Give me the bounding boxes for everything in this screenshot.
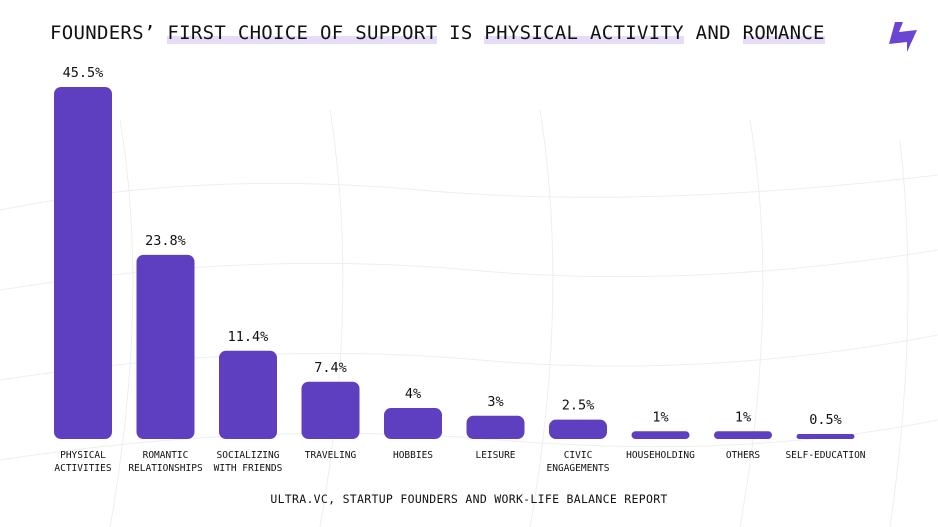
source-caption: ULTRA.VC, STARTUP FOUNDERS AND WORK-LIFE…	[270, 492, 668, 506]
title-part-5: AND	[683, 22, 743, 44]
title-highlight-physical: PHYSICAL ACTIVITY	[484, 22, 684, 44]
category-label-6-line-1: ENGAGEMENTS	[547, 463, 610, 474]
value-label-6: 2.5%	[562, 398, 595, 414]
value-label-7: 1%	[652, 409, 668, 425]
chart-title: FOUNDERS’ FIRST CHOICE OF SUPPORT IS PHY…	[50, 22, 825, 44]
title-highlight-romance: ROMANCE	[742, 22, 825, 44]
category-label-6-line-0: CIVIC	[564, 450, 593, 461]
bar-6	[549, 419, 607, 439]
bar-1	[136, 254, 195, 439]
bar-7	[631, 431, 690, 439]
value-label-8: 1%	[735, 409, 751, 425]
bar-5	[466, 415, 525, 439]
title-part-1: FOUNDERS’	[50, 22, 168, 44]
category-label-9-line-0: SELF-EDUCATION	[785, 450, 865, 461]
value-label-3: 7.4%	[314, 360, 347, 376]
category-label-5-line-0: LEISURE	[475, 450, 515, 461]
bar-9	[796, 434, 855, 439]
category-label-1-line-0: ROMANTIC	[143, 450, 189, 461]
category-label-2-line-1: WITH FRIENDS	[214, 463, 283, 474]
bar-2	[219, 350, 277, 439]
category-label-1-line-1: RELATIONSHIPS	[128, 463, 203, 474]
value-label-2: 11.4%	[228, 329, 269, 345]
category-label-0-line-1: ACTIVITIES	[54, 463, 111, 474]
value-label-9: 0.5%	[809, 412, 842, 428]
category-label-2-line-0: SOCIALIZING	[217, 450, 280, 461]
category-label-7-line-0: HOUSEHOLDING	[626, 450, 695, 461]
bar-4	[384, 408, 442, 439]
value-label-4: 4%	[405, 386, 421, 402]
value-label-0: 45.5%	[63, 65, 104, 81]
title-part-3: IS	[437, 22, 485, 44]
lightning-bolt-icon	[889, 22, 917, 52]
category-label-4-line-0: HOBBIES	[393, 450, 433, 461]
bar-8	[714, 431, 772, 439]
bar-3	[301, 381, 360, 439]
category-label-0-line-0: PHYSICAL	[60, 450, 106, 461]
value-label-1: 23.8%	[145, 233, 186, 249]
bar-0	[54, 87, 112, 439]
title-highlight-support: FIRST CHOICE OF SUPPORT	[167, 22, 438, 44]
category-label-3-line-0: TRAVELING	[305, 450, 357, 461]
value-label-5: 3%	[487, 394, 503, 410]
category-label-8-line-0: OTHERS	[726, 450, 761, 461]
